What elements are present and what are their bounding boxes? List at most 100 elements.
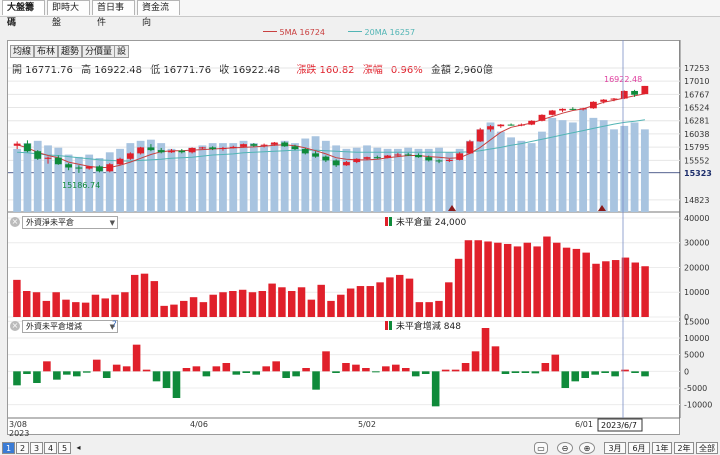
y-tick-label: 14823	[684, 196, 709, 205]
volume-bar	[85, 154, 94, 212]
volume-bar	[167, 148, 176, 212]
cursor-date-label: 2023/6/7	[601, 421, 637, 430]
range-6m-button[interactable]: 6月	[628, 442, 650, 454]
oi-change-bar	[182, 368, 191, 372]
volume-bar	[13, 148, 22, 212]
volume-bar	[640, 129, 649, 212]
y-tick-label: 30000	[684, 239, 709, 248]
scroll-handle[interactable]: ▭	[534, 442, 548, 454]
oi-change-bar	[631, 371, 639, 373]
volume-bar	[229, 143, 238, 212]
volume-bar	[136, 140, 145, 212]
volume-bar	[486, 122, 495, 212]
oi-change-bar	[262, 366, 270, 372]
tab-fund-flow[interactable]: 資金流向	[137, 0, 180, 28]
oi-change-bar	[471, 351, 480, 372]
x-tick-label: 5/02	[358, 420, 376, 429]
volume-bar	[64, 154, 73, 212]
page-3-button[interactable]: 3	[30, 442, 43, 454]
oi-bar	[513, 246, 522, 317]
candle-body	[85, 166, 93, 169]
ma5-legend: 5MA 16724	[263, 28, 325, 37]
volume-bar	[352, 147, 361, 212]
range-all-button[interactable]: 全部	[696, 442, 718, 454]
oi-change-bar	[232, 371, 241, 375]
oi-change-bar	[132, 344, 141, 372]
volume-bar	[219, 143, 227, 212]
range-2y-button[interactable]: 2年	[674, 442, 694, 454]
settings-button[interactable]: 設	[114, 45, 130, 58]
candle-body	[590, 101, 597, 109]
volume-bar	[393, 148, 402, 212]
page-2-button[interactable]: 2	[16, 442, 29, 454]
oi-bar	[474, 240, 482, 317]
panel3-indicator-select[interactable]: 外資未平倉增減 ▼	[22, 320, 118, 333]
oi-bar	[229, 291, 237, 317]
panel2-legend: 未平倉量 24,000	[385, 215, 466, 228]
zoom-in-icon[interactable]: ⊕	[579, 442, 595, 454]
oi-bar	[209, 294, 217, 317]
tab-market-chips[interactable]: 大盤籌碼	[2, 0, 45, 28]
trend-button[interactable]: 趨勢	[58, 45, 83, 58]
scroll-left-icon[interactable]: ◂	[76, 443, 81, 452]
bollinger-button[interactable]: 布林	[34, 45, 59, 58]
oi-bar	[582, 252, 590, 317]
volume-bar	[321, 140, 330, 212]
up-swatch	[385, 217, 388, 226]
candle-body	[13, 143, 21, 146]
oi-bar	[62, 299, 70, 317]
oi-bar	[484, 241, 492, 317]
y-tick-label: 17253	[684, 64, 709, 73]
chevron-down-icon: ▼	[109, 323, 115, 331]
candle-body	[147, 147, 155, 151]
oi-change-bar	[302, 368, 310, 372]
y-tick-label: 17010	[684, 77, 709, 86]
volume-bar	[157, 143, 166, 212]
panel3-close-icon[interactable]: ×	[10, 321, 20, 331]
panel2-indicator-select[interactable]: 外資淨未平倉 ▼	[22, 216, 118, 229]
volume-bar	[527, 143, 536, 212]
oi-bar	[435, 300, 443, 317]
oi-change-bar	[461, 363, 470, 372]
ohlc-info: 開 16771.76 高 16922.48 低 16771.76 收 16922…	[12, 61, 498, 76]
page-1-button[interactable]: 1	[2, 442, 15, 454]
candle-body	[137, 147, 145, 154]
down-swatch	[389, 321, 392, 330]
candle-body	[65, 164, 72, 168]
volume-bar	[270, 143, 279, 212]
zoom-out-icon[interactable]: ⊖	[557, 442, 573, 454]
oi-bar	[72, 302, 80, 317]
candle-body	[54, 157, 62, 165]
ma-button[interactable]: 均線	[10, 45, 35, 58]
tab-realtime-market[interactable]: 即時大盤	[47, 0, 90, 28]
oi-change-bar	[122, 366, 131, 372]
range-3m-button[interactable]: 3月	[604, 442, 626, 454]
candle-body	[312, 153, 319, 157]
page-4-button[interactable]: 4	[44, 442, 57, 454]
oi-bar	[346, 288, 355, 317]
volume-bar	[599, 120, 608, 212]
volume-bar	[435, 147, 443, 212]
tab-first-day-events[interactable]: 首日事件	[92, 0, 135, 28]
y-tick-label: 16281	[684, 117, 709, 126]
volume-bar	[363, 145, 371, 212]
volume-bar	[147, 139, 155, 212]
volume-bar	[476, 129, 485, 212]
oi-change-bar	[112, 364, 121, 372]
volume-bar	[332, 145, 341, 212]
page-5-button[interactable]: 5	[58, 442, 71, 454]
oi-change-bar	[152, 371, 161, 382]
candle-body	[322, 156, 330, 161]
range-1y-button[interactable]: 1年	[652, 442, 672, 454]
up-swatch	[385, 321, 388, 330]
oi-change-bar	[172, 371, 181, 398]
panel2-select-label: 外資淨未平倉	[26, 218, 74, 227]
volume-bar	[630, 122, 639, 212]
help-icon[interactable]: ?	[112, 320, 117, 330]
volume-bar	[589, 117, 598, 212]
candle-body	[476, 129, 484, 142]
panel2-close-icon[interactable]: ×	[10, 217, 20, 227]
panel3-select-label: 外資未平倉增減	[26, 322, 82, 331]
volume-bar	[301, 138, 310, 212]
